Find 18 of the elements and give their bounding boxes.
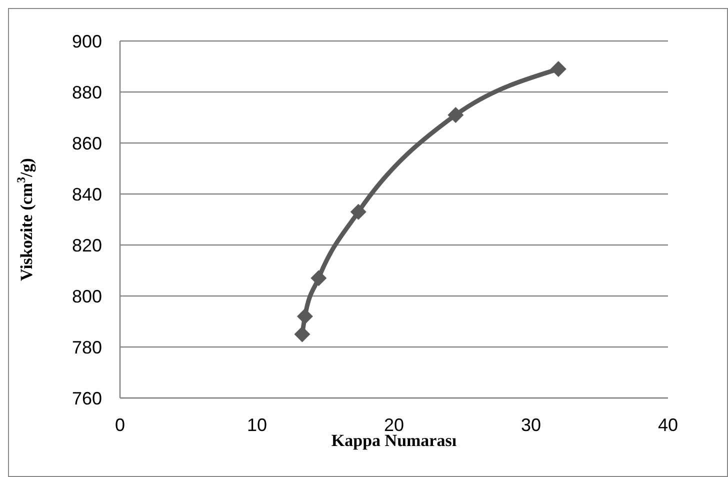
point — [294, 326, 310, 342]
y-tick-label: 840 — [72, 184, 102, 204]
y-tick-label: 900 — [72, 31, 102, 52]
point — [550, 61, 566, 78]
y-tick-label: 860 — [72, 133, 102, 154]
x-tick-label: 10 — [246, 414, 268, 435]
y-tick-label: 820 — [72, 235, 102, 256]
x-tick-label: 0 — [114, 414, 126, 435]
point — [448, 106, 464, 123]
y-tick-label: 760 — [72, 388, 102, 408]
y-tick-label: 800 — [72, 286, 102, 306]
x-tick-label: 40 — [658, 414, 678, 435]
point — [350, 204, 366, 220]
point — [310, 270, 327, 286]
y-tick-label: 880 — [72, 82, 102, 102]
x-tick-label: 30 — [520, 414, 542, 435]
point — [296, 308, 313, 324]
y-tick-label: 780 — [72, 337, 102, 358]
